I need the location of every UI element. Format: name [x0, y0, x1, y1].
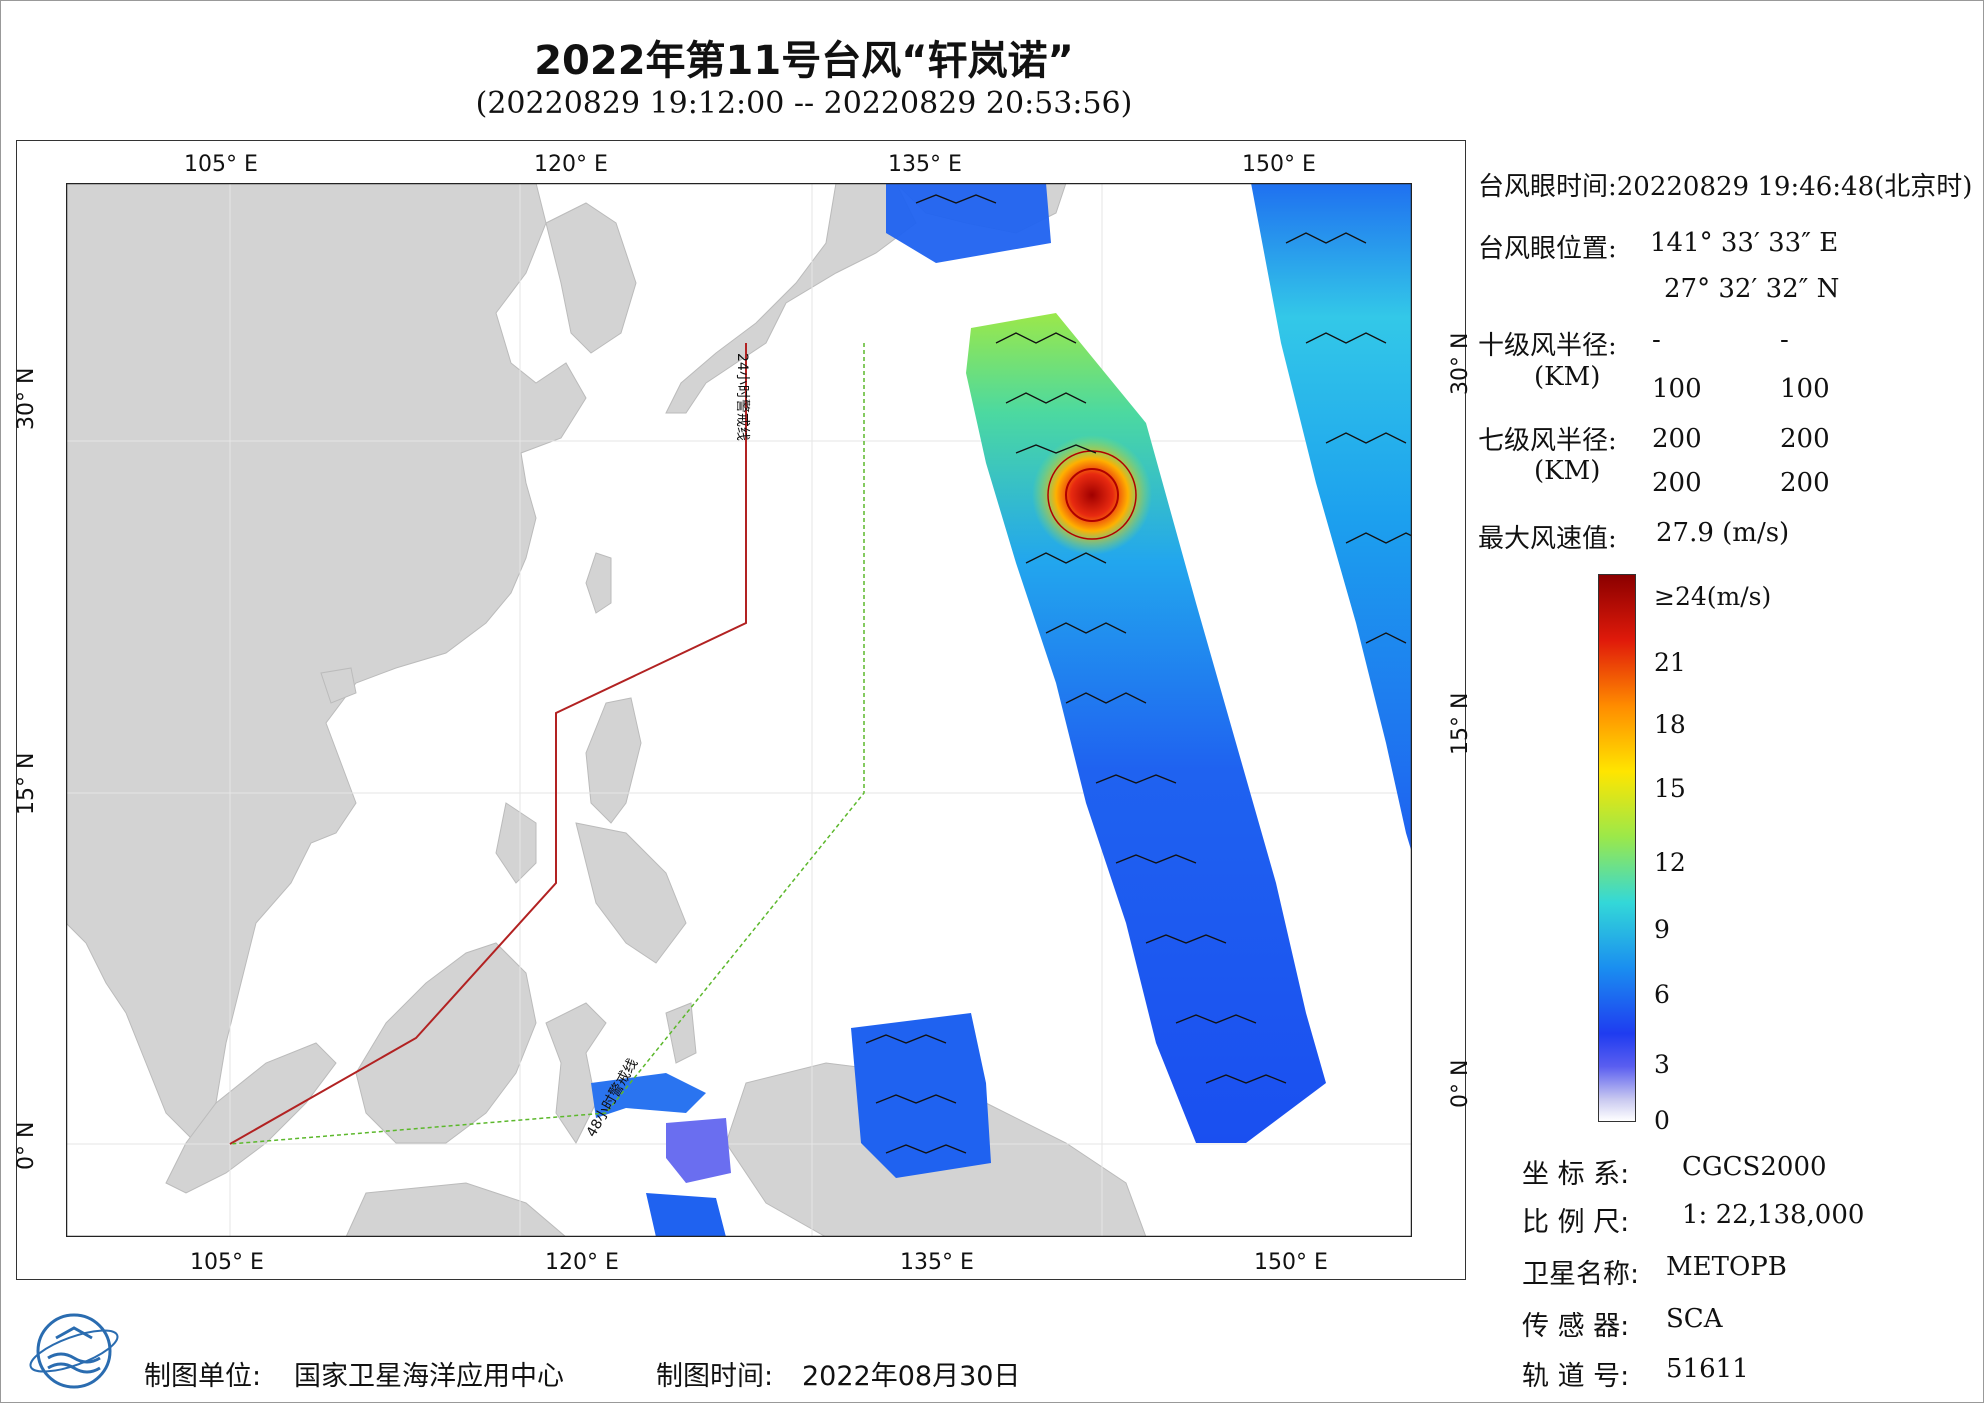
lon-bottom-label: 120° E: [545, 1250, 619, 1275]
nsoas-logo-icon: [29, 1313, 119, 1389]
wind-swaths: [591, 183, 1412, 1237]
colorbar-label: 6: [1654, 980, 1670, 1009]
lat-right-label: 0° N: [1448, 1059, 1473, 1108]
r7-value: 200: [1780, 468, 1830, 498]
typhoon-eye: [1032, 435, 1152, 555]
lat-right-label: 30° N: [1448, 332, 1473, 395]
max-wind-label: 最大风速值:: [1478, 524, 1617, 554]
lon-bottom-label: 135° E: [900, 1250, 974, 1275]
map-time-value: 2022年08月30日: [802, 1361, 1021, 1392]
r7-value: 200: [1652, 424, 1702, 454]
eye-time-row: 台风眼时间:20220829 19:46:48(北京时): [1478, 166, 1972, 203]
colorbar-label: 12: [1654, 848, 1686, 877]
colorbar-label: 18: [1654, 710, 1686, 739]
eye-lon-value: 141° 33′ 33″ E: [1650, 228, 1839, 258]
r10-value: -: [1780, 325, 1789, 355]
crs-label: 坐 标 系:: [1522, 1159, 1630, 1190]
max-wind-value: 27.9 (m/s): [1656, 518, 1790, 548]
satellite-label: 卫星名称:: [1522, 1259, 1640, 1290]
colorbar-label: 9: [1654, 915, 1670, 944]
r10-value: -: [1652, 325, 1661, 355]
satellite-value: METOPB: [1666, 1252, 1787, 1282]
lat-left-label: 15° N: [14, 752, 39, 815]
scale-value: 1: 22,138,000: [1682, 1200, 1865, 1230]
r7-label: 七级风半径:: [1478, 426, 1617, 456]
warning-line-24h: [229, 343, 747, 1145]
colorbar-label: 21: [1654, 648, 1686, 677]
maker-value: 国家卫星海洋应用中心: [294, 1361, 564, 1392]
land: [66, 183, 1147, 1237]
scale-label: 比 例 尺:: [1522, 1207, 1630, 1238]
map-time-label: 制图时间:: [656, 1361, 774, 1392]
colorbar-label: 0: [1654, 1106, 1670, 1135]
map-border: [66, 183, 1412, 1237]
sensor-label: 传 感 器:: [1522, 1311, 1630, 1342]
colorbar-label: 15: [1654, 774, 1686, 803]
warning-line-48h: [229, 343, 865, 1145]
r10-value: 100: [1652, 374, 1702, 404]
eye-pos-label: 台风眼位置:: [1478, 234, 1617, 264]
eye-time-value: 20220829 19:46:48(北京时): [1616, 172, 1973, 202]
lon-top-label: 105° E: [184, 152, 258, 177]
colorbar: [1598, 574, 1636, 1122]
map-title: 2022年第11号台风“轩岚诺”: [534, 38, 1074, 84]
orbit-label: 轨 道 号:: [1522, 1361, 1630, 1392]
lat-right-label: 15° N: [1448, 692, 1473, 755]
colorbar-label: ≥24(m/s): [1654, 582, 1772, 611]
lat-left-label: 0° N: [14, 1121, 39, 1170]
wind-barbs: [865, 194, 1412, 1154]
r10-unit: (KM): [1534, 362, 1601, 392]
typhoon-wind-map: 24小时警戒线 48小时警戒线: [66, 183, 1412, 1237]
lon-top-label: 135° E: [888, 152, 962, 177]
eye-time-label: 台风眼时间:: [1478, 172, 1617, 202]
r7-value: 200: [1652, 468, 1702, 498]
orbit-value: 51611: [1666, 1354, 1749, 1384]
r7-value: 200: [1780, 424, 1830, 454]
lat-left-label: 30° N: [14, 367, 39, 430]
warning-24h-label: 24小时警戒线: [734, 353, 750, 441]
maker-label: 制图单位:: [144, 1361, 262, 1392]
sensor-value: SCA: [1666, 1304, 1723, 1334]
crs-value: CGCS2000: [1682, 1152, 1827, 1182]
map-subtitle: (20220829 19:12:00 -- 20220829 20:53:56): [475, 86, 1133, 121]
lon-bottom-label: 105° E: [190, 1250, 264, 1275]
lon-top-label: 120° E: [534, 152, 608, 177]
lon-bottom-label: 150° E: [1254, 1250, 1328, 1275]
r7-unit: (KM): [1534, 456, 1601, 486]
r10-label: 十级风半径:: [1478, 331, 1617, 361]
eye-lat-value: 27° 32′ 32″ N: [1664, 274, 1840, 304]
r10-value: 100: [1780, 374, 1830, 404]
colorbar-label: 3: [1654, 1050, 1670, 1079]
lon-top-label: 150° E: [1242, 152, 1316, 177]
